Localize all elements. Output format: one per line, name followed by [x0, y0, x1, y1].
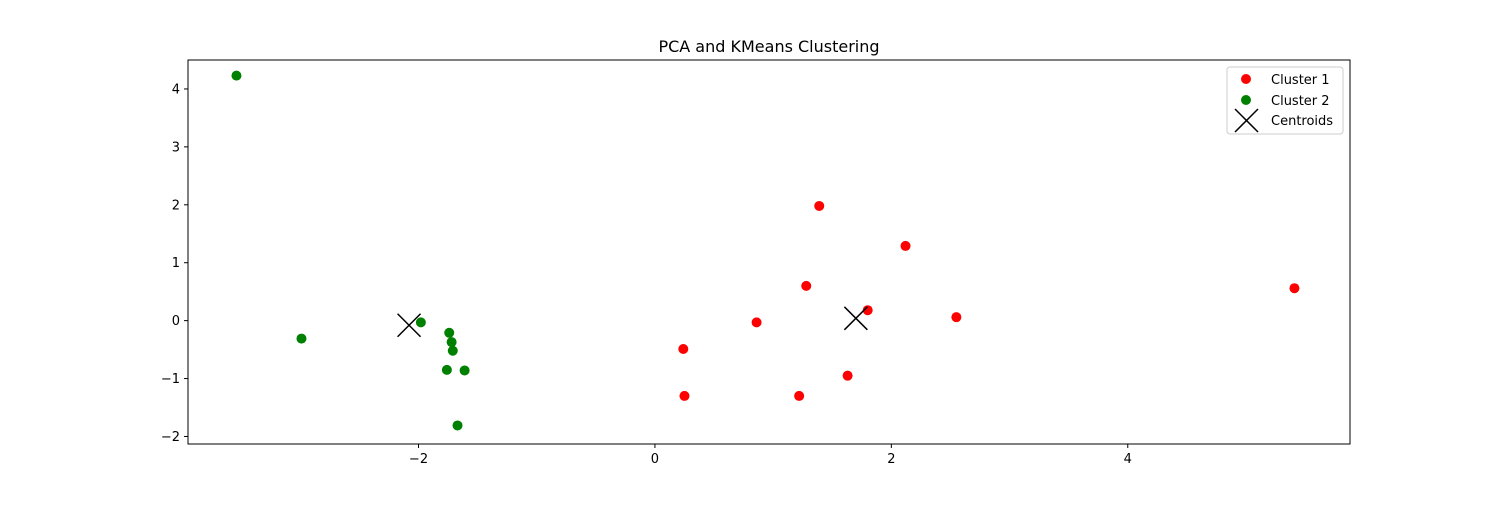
- x-tick-label: 4: [1124, 452, 1132, 467]
- cluster-2-point: [452, 420, 463, 431]
- chart-title: PCA and KMeans Clustering: [658, 37, 879, 56]
- plot-area: [231, 70, 1300, 431]
- cluster-2-point: [296, 333, 307, 344]
- y-tick-label: 2: [172, 198, 180, 213]
- cluster-2-point: [459, 365, 470, 376]
- legend-label-cluster-2: Cluster 2: [1271, 94, 1330, 109]
- y-tick-label: −2: [161, 430, 180, 445]
- cluster-2-point: [231, 70, 242, 81]
- cluster-1-point: [951, 312, 962, 323]
- y-tick-label: −1: [161, 372, 180, 387]
- cluster-2-point: [415, 317, 426, 328]
- cluster-1-point: [900, 240, 911, 251]
- cluster-1-point: [751, 317, 762, 328]
- cluster-1-point: [801, 280, 812, 291]
- legend-box: [1226, 66, 1344, 135]
- centroid-marker: [843, 306, 868, 331]
- y-tick-label: 3: [172, 140, 180, 155]
- cluster-2-point: [441, 364, 452, 375]
- cluster-1-point: [842, 370, 853, 381]
- legend-label-centroids: Centroids: [1271, 114, 1333, 129]
- cluster-2-point: [446, 337, 457, 348]
- y-tick-label: 0: [172, 314, 180, 329]
- y-axis: −2 −1 0 1 2 3 4: [161, 82, 188, 445]
- cluster-1-point: [679, 390, 690, 401]
- cluster-1-point: [1289, 283, 1300, 294]
- centroid-marker: [397, 313, 422, 338]
- legend-label-cluster-1: Cluster 1: [1271, 73, 1330, 88]
- cluster-2-point: [444, 327, 455, 338]
- axes-frame: [187, 59, 1351, 445]
- x-axis: −2 0 2 4: [409, 444, 1132, 467]
- legend-marker-centroids: [1234, 108, 1259, 133]
- x-tick-label: 2: [887, 452, 895, 467]
- legend-marker-cluster-2: [1241, 95, 1251, 105]
- cluster-1-point: [814, 200, 825, 211]
- legend-marker-cluster-1: [1241, 74, 1251, 84]
- legend: Cluster 1 Cluster 2 Centroids: [1226, 66, 1344, 135]
- cluster-1-point: [794, 390, 805, 401]
- y-tick-label: 1: [172, 256, 180, 271]
- cluster-1-point: [862, 305, 873, 316]
- x-tick-label: −2: [409, 452, 428, 467]
- y-tick-label: 4: [172, 82, 180, 97]
- x-tick-label: 0: [651, 452, 659, 467]
- cluster-2-point: [447, 345, 458, 356]
- cluster-1-point: [678, 344, 689, 355]
